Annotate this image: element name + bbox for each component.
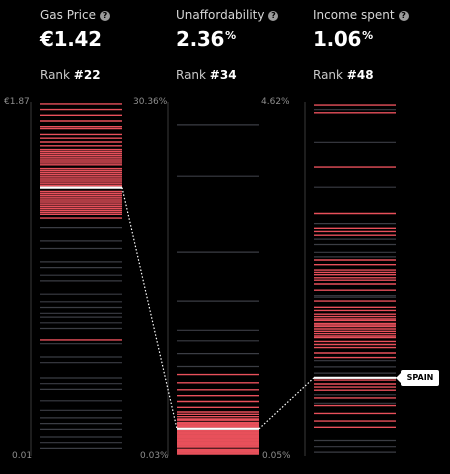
gas-axis-max-label: €1.87 — [4, 97, 30, 107]
gas-price-value: €1.42 — [40, 27, 102, 51]
income-axis-max-label: 4.62% — [261, 97, 290, 107]
income-spent-rank: Rank #48 — [313, 68, 374, 82]
income-spent-header: Income spent? 1.06% Rank #48 — [313, 8, 433, 82]
income-spent-title: Income spent? — [313, 8, 433, 22]
help-icon[interactable]: ? — [398, 11, 409, 21]
unaff-axis-max-label: 30.36% — [133, 97, 168, 107]
unaffordability-title: Unaffordability? — [176, 8, 296, 22]
unaffordability-rank: Rank #34 — [176, 68, 237, 82]
gas-price-title: Gas Price? — [40, 8, 160, 22]
unaff-axis-min-label: 0.03% — [140, 451, 169, 461]
unaffordability-header: Unaffordability? 2.36% Rank #34 — [176, 8, 296, 82]
gas-price-header: Gas Price? €1.42 Rank #22 — [40, 8, 160, 82]
help-icon[interactable]: ? — [268, 11, 279, 21]
help-icon[interactable]: ? — [100, 11, 110, 21]
highlight-connector — [121, 187, 178, 429]
gas-axis-min-label: 0.01 — [12, 451, 33, 461]
spain-label: SPAIN — [396, 370, 439, 386]
unaffordability-value: 2.36% — [176, 27, 236, 51]
gas-price-rank: Rank #22 — [40, 68, 101, 82]
income-axis-min-label: 0.05% — [262, 451, 291, 461]
income-spent-value: 1.06% — [313, 27, 373, 51]
highlight-connector — [258, 377, 315, 430]
